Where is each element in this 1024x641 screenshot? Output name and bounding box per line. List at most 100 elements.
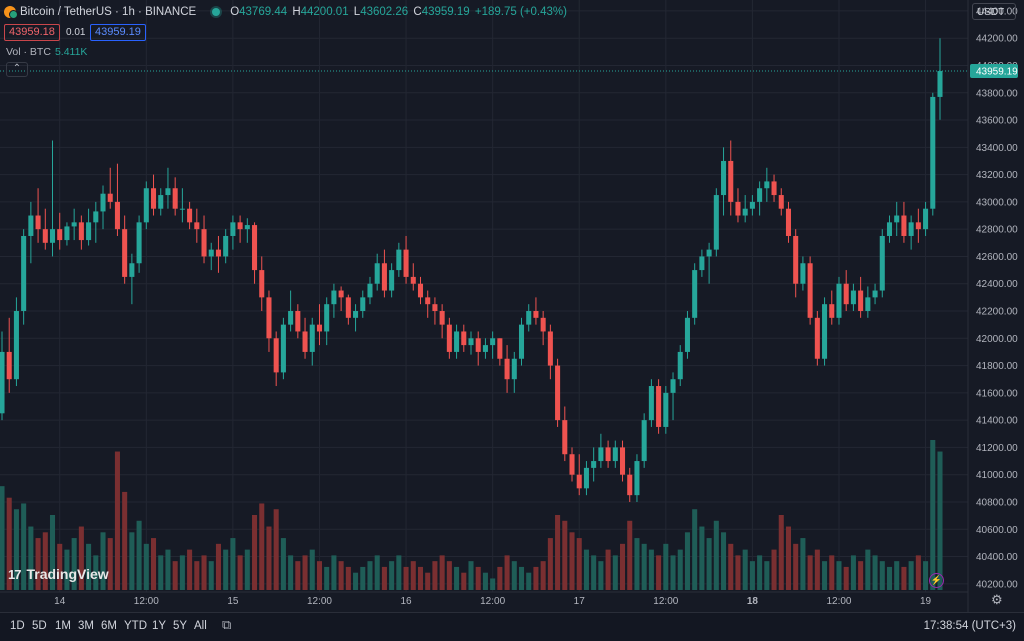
price-tick-label: 44400.00 [976,6,1018,17]
range-5y-button[interactable]: 5Y [173,620,188,632]
candle-body [692,270,698,318]
volume-bar [179,555,185,590]
volume-bar [6,497,12,590]
range-6m-button[interactable]: 6M [101,620,117,632]
candlestick-chart[interactable]: 44400.0044200.0044000.0043800.0043600.00… [0,0,1024,612]
candle [223,229,229,264]
range-3m-button[interactable]: 3M [78,620,94,632]
volume-bar [576,538,582,590]
candle [656,379,662,434]
volume-bar [518,566,525,590]
range-ytd-button[interactable]: YTD [124,620,147,632]
price-tick-label: 41400.00 [976,416,1018,427]
settings-gear-icon[interactable]: ⚙ [991,592,1003,607]
time-tick-label: 14 [54,596,66,607]
candle [302,317,308,359]
volume-bar [0,486,5,590]
tradingview-logo[interactable]: 17 TradingView [8,566,109,582]
price-tick-label: 40800.00 [976,497,1018,508]
candle-body [194,222,200,230]
range-1y-button[interactable]: 1Y [152,620,167,632]
candle-body [850,290,856,305]
candle [641,413,647,468]
volume-bar [42,532,48,590]
volume-bar [468,561,474,590]
volume-bar [569,532,575,590]
candle-body [482,345,488,352]
price-tick-label: 43800.00 [976,88,1018,99]
candle-body [497,338,503,359]
candle [454,324,460,359]
sell-price-button[interactable]: 43959.18 [4,24,60,41]
volume-bar [490,578,496,590]
candle [389,263,395,298]
candle [13,297,19,387]
candle [533,297,539,325]
time-axis[interactable]: 14 12:00 15 12:00 16 12:00 17 12:00 18 12:00 19 [54,596,931,607]
candle-body [547,331,553,366]
candle-body [800,263,806,284]
candle-body [923,208,929,230]
candle [915,208,921,243]
candle-body [793,235,799,284]
candle [800,256,806,291]
market-status-icon[interactable] [212,8,221,16]
candle-body [598,447,604,462]
candle-body [605,447,611,462]
candle-body [901,215,907,236]
volume-bar [259,503,265,590]
candle-body [6,351,12,380]
candle-body [757,188,763,202]
range-all-button[interactable]: All [194,620,207,632]
volume-bar [13,509,19,590]
candle-body [641,420,647,462]
candle-body [230,222,236,236]
candle-body [822,304,828,359]
candle [259,256,265,312]
collapse-legend-button[interactable]: ⌃ [6,62,28,77]
volume-bar [778,515,784,590]
price-tick-label: 41800.00 [976,361,1018,372]
candle-body [410,276,416,284]
candle-body [64,226,70,241]
candle [172,177,178,216]
currency-selector[interactable]: USDT [972,3,1016,20]
candle [728,140,734,216]
volume-bar [114,451,120,590]
range-5d-button[interactable]: 5D [32,620,47,632]
volume-bar [71,538,77,590]
candle-body [266,297,272,339]
volume-bar [764,561,770,590]
time-tick-label: 12:00 [480,596,505,607]
candle-body [165,188,171,196]
candle-body [908,222,914,236]
candle-body [533,311,539,318]
price-axis[interactable]: 44400.0044200.0044000.0043800.0043600.00… [976,6,1018,590]
candle [677,345,683,387]
goto-date-calendar-icon[interactable]: ⧉ [222,617,232,632]
range-1d-button[interactable]: 1D [10,620,25,632]
candle [201,215,207,264]
volume-bar [619,543,626,590]
volume-bar [482,572,488,590]
volume-bar [677,549,683,590]
clock-timezone[interactable]: 17:38:54 (UTC+3) [923,620,1016,632]
volume-bar [367,561,373,590]
volume-bar [461,572,467,590]
volume-legend: Vol · BTC 5.411K [6,46,87,58]
price-tick-label: 42000.00 [976,334,1018,345]
symbol-title[interactable]: Bitcoin / TetherUS · 1h · BINANCE [20,6,197,18]
candle [35,188,41,243]
candle-body [836,283,842,318]
buy-price-button[interactable]: 43959.19 [90,24,146,41]
candle [908,215,914,250]
candle [360,290,366,318]
volume-bar [728,543,734,590]
flash-icon[interactable]: ⚡ [929,573,944,588]
range-1m-button[interactable]: 1M [55,620,71,632]
candle [122,215,128,284]
high-value: 44200.01 [300,6,349,18]
btc-usdt-icon [4,6,18,19]
candle-body [446,324,452,352]
volume-bar [252,515,258,590]
